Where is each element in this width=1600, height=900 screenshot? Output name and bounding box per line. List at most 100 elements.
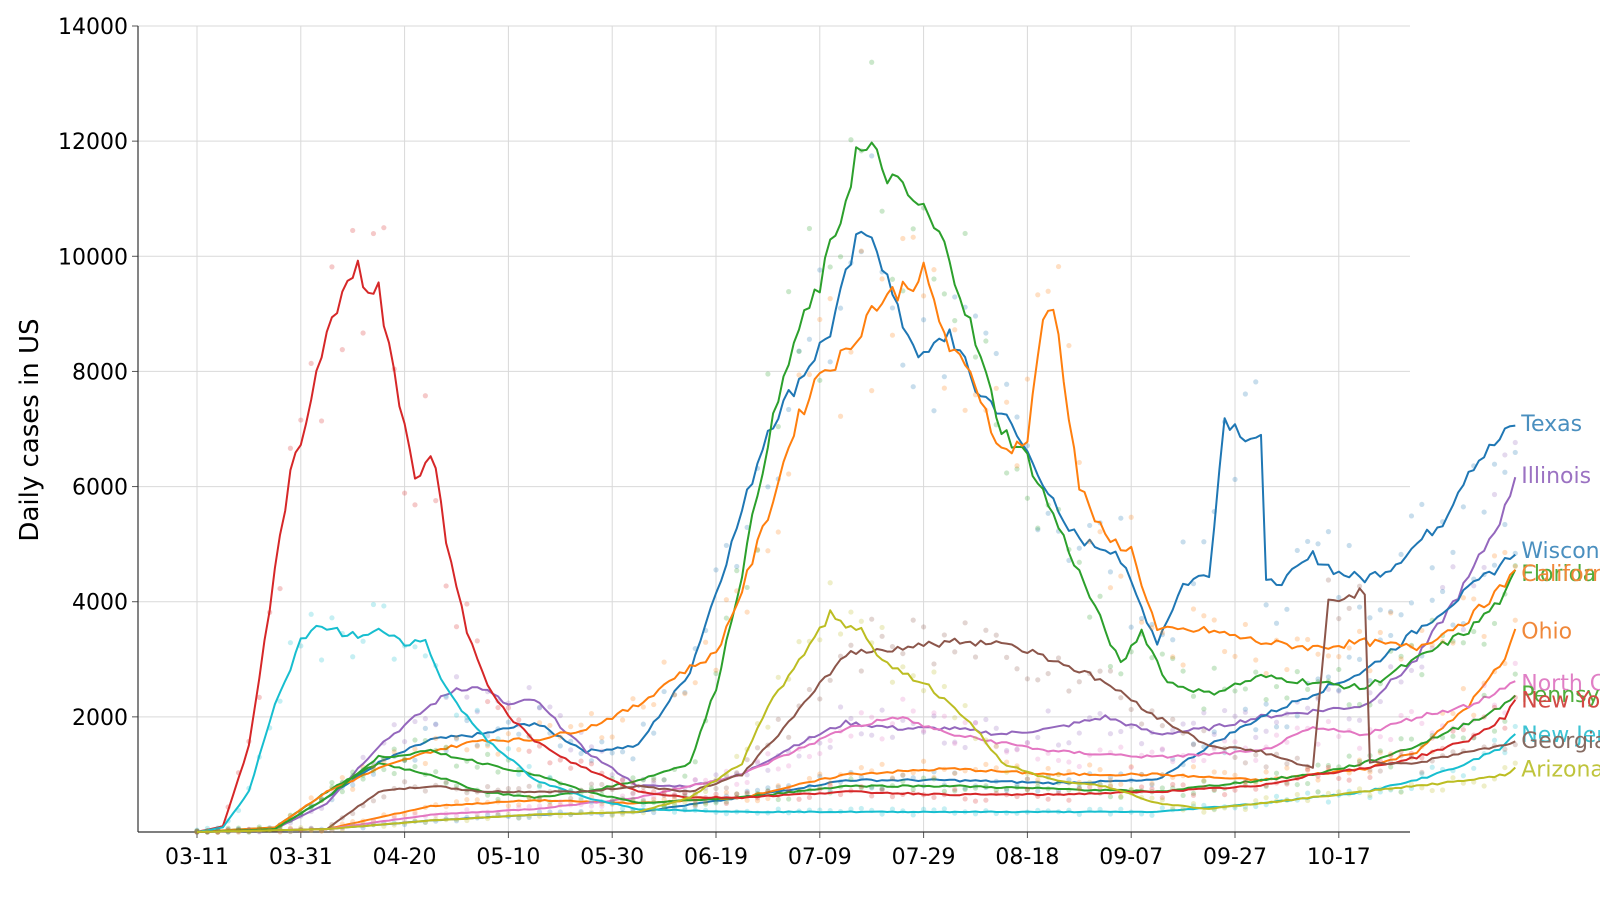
- scatter-point: [536, 720, 543, 726]
- scatter-point: [900, 772, 906, 778]
- scatter-point: [1170, 654, 1176, 660]
- scatter-point: [1004, 747, 1010, 754]
- scatter-point: [1305, 705, 1311, 711]
- scatter-point: [619, 776, 626, 783]
- scatter-point: [329, 784, 335, 790]
- scatter-point: [1377, 607, 1383, 613]
- scatter-point: [1087, 784, 1093, 790]
- scatter-point: [1481, 714, 1487, 720]
- scatter-point: [370, 601, 377, 608]
- scatter-point: [495, 796, 501, 802]
- scatter-point: [848, 733, 854, 739]
- scatter-point: [453, 624, 460, 630]
- scatter-point: [744, 609, 750, 615]
- scatter-point: [1284, 765, 1290, 771]
- scatter-point: [485, 784, 491, 790]
- scatter-point: [1315, 651, 1321, 657]
- scatter-point: [962, 796, 968, 802]
- scatter-point: [1284, 761, 1290, 767]
- scatter-point: [703, 777, 709, 783]
- scatter-point: [962, 702, 968, 709]
- scatter-point: [1055, 772, 1062, 778]
- scatter-point: [1388, 632, 1394, 639]
- scatter-point: [972, 720, 979, 726]
- scatter-point: [921, 775, 927, 781]
- scatter-point: [1159, 629, 1165, 636]
- scatter-point: [848, 609, 854, 615]
- scatter-point: [1232, 787, 1238, 793]
- scatter-point: [921, 688, 927, 694]
- scatter-point: [1014, 666, 1020, 672]
- scatter-point: [1180, 668, 1186, 674]
- scatter-point: [318, 657, 325, 663]
- scatter-point: [1222, 707, 1228, 714]
- scatter-point: [1055, 655, 1062, 661]
- scatter-point: [1045, 510, 1051, 516]
- scatter-point: [692, 797, 698, 804]
- series-new-york: [194, 225, 1518, 834]
- scatter-point: [1149, 782, 1155, 788]
- scatter-point: [1502, 746, 1508, 752]
- scatter-point: [1294, 636, 1300, 642]
- scatter-point: [765, 724, 771, 730]
- scatter-point: [775, 529, 781, 535]
- scatter-point: [1325, 674, 1332, 680]
- scatter-point: [1201, 710, 1207, 716]
- scatter-point: [1481, 682, 1487, 689]
- scatter-point: [817, 750, 823, 757]
- scatter-point: [931, 267, 937, 273]
- scatter-point: [1356, 604, 1363, 610]
- scatter-point: [1336, 688, 1342, 694]
- scatter-point: [370, 771, 377, 777]
- series-label-florida: Florida: [1521, 562, 1596, 587]
- scatter-point: [412, 737, 418, 743]
- scatter-point: [1159, 746, 1165, 752]
- scatter-point: [422, 788, 428, 794]
- scatter-point: [1004, 381, 1010, 387]
- scatter-point: [1180, 721, 1186, 727]
- scatter-point: [900, 650, 906, 657]
- scatter-point: [1138, 741, 1145, 747]
- scatter-point: [547, 760, 553, 766]
- scatter-point: [900, 664, 906, 670]
- scatter-point: [941, 740, 947, 746]
- scatter-point: [1336, 687, 1342, 693]
- scatter-point: [370, 768, 377, 774]
- scatter-point: [993, 632, 999, 638]
- scatter-point: [796, 372, 802, 378]
- scatter-point: [588, 710, 595, 717]
- scatter-point: [1004, 654, 1010, 660]
- scatter-point: [1055, 263, 1062, 270]
- scatter-point: [993, 743, 999, 749]
- scatter-point: [1512, 617, 1518, 623]
- scatter-point: [1201, 777, 1207, 784]
- scatter-point: [1232, 653, 1238, 659]
- scatter-point: [495, 736, 501, 742]
- scatter-point: [713, 785, 719, 792]
- scatter-point: [412, 502, 418, 508]
- scatter-point: [858, 805, 864, 812]
- scatter-point: [723, 789, 729, 796]
- scatter-point: [910, 673, 916, 679]
- scatter-point: [1066, 688, 1072, 694]
- scatter-point: [900, 717, 906, 723]
- scatter-point: [1159, 805, 1165, 811]
- scatter-point: [1325, 790, 1332, 796]
- scatter-point: [412, 757, 418, 763]
- scatter-point: [1284, 695, 1290, 701]
- scatter-point: [1097, 767, 1103, 773]
- scatter-point: [651, 730, 657, 736]
- scatter-point: [1242, 686, 1248, 692]
- scatter-point: [422, 393, 428, 399]
- scatter-point: [1014, 463, 1020, 469]
- scatter-point: [1315, 741, 1321, 747]
- scatter-point: [1346, 753, 1352, 759]
- scatter-point: [921, 758, 927, 764]
- scatter-point: [1045, 796, 1051, 802]
- scatter-point: [1097, 668, 1103, 674]
- scatter-point: [1512, 760, 1518, 766]
- scatter-point: [1149, 812, 1155, 818]
- scatter-point: [827, 783, 833, 789]
- scatter-point: [453, 736, 460, 742]
